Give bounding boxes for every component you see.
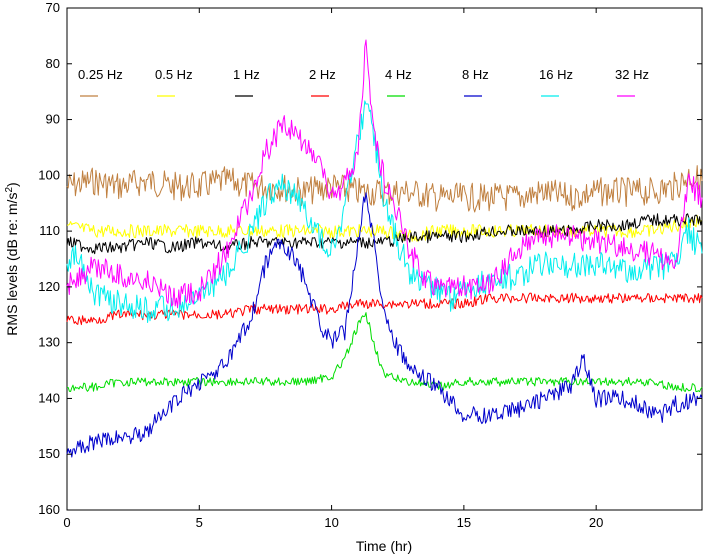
series-lines	[66, 39, 703, 458]
series-line	[66, 312, 703, 393]
legend-label: 0.25 Hz	[78, 67, 123, 82]
y-tick-label: 110	[39, 223, 60, 238]
y-tick-label: 150	[38, 446, 60, 461]
series-line	[66, 100, 703, 323]
plot-frame	[66, 7, 703, 511]
legend: 0.25 Hz 0.5 Hz 1 Hz 2 Hz 4 Hz 8 Hz 16 Hz 32 Hz	[78, 67, 649, 97]
x-axis-ticks: 0 5 10 15 20	[63, 8, 603, 530]
series-line	[66, 213, 703, 255]
series-line	[66, 192, 703, 458]
y-tick-label: 70	[46, 0, 60, 15]
x-axis-label: Time (hr)	[356, 538, 412, 554]
legend-label: 16 Hz	[539, 67, 573, 82]
legend-label: 4 Hz	[385, 67, 412, 82]
y-tick-label: 160	[38, 502, 60, 517]
y-axis-label-main: RMS levels (dB re: m/s	[4, 193, 20, 336]
plot-area: 0 5 10 15 20 70 80 90 100 110 120 130 140 150 160	[38, 0, 703, 530]
y-axis-ticks: 70 80 90 100 110 120 130 140 150 160	[38, 0, 702, 517]
series-line	[66, 292, 703, 326]
y-tick-label: 130	[38, 335, 60, 350]
legend-label: 32 Hz	[615, 67, 649, 82]
legend-label: 2 Hz	[309, 67, 336, 82]
x-tick-label: 15	[457, 515, 471, 530]
y-tick-label: 80	[46, 56, 60, 71]
y-tick-label: 100	[38, 167, 60, 182]
legend-label: 0.5 Hz	[155, 67, 193, 82]
series-line	[66, 39, 703, 309]
y-tick-label: 90	[46, 112, 60, 127]
x-tick-label: 10	[324, 515, 338, 530]
legend-label: 8 Hz	[462, 67, 489, 82]
series-line	[66, 214, 703, 242]
legend-label: 1 Hz	[233, 67, 260, 82]
y-tick-label: 120	[38, 279, 60, 294]
y-axis-label: RMS levels (dB re: m/s2)	[4, 182, 20, 335]
y-axis-label-end: )	[4, 182, 20, 187]
y-tick-label: 140	[38, 390, 60, 405]
x-tick-label: 5	[196, 515, 203, 530]
x-tick-label: 20	[589, 515, 603, 530]
x-tick-label: 0	[63, 515, 70, 530]
y-axis-label-superscript: 2	[4, 187, 15, 193]
